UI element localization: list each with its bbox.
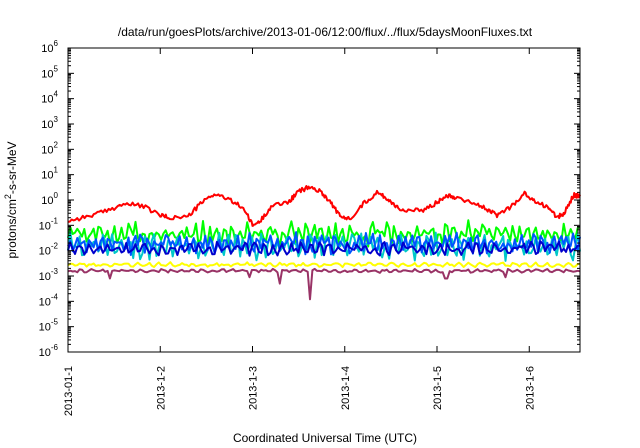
y-tick-label: 10-2 bbox=[39, 242, 59, 258]
y-tick-label: 104 bbox=[41, 90, 58, 106]
x-tick-label: 2013-1-6 bbox=[524, 366, 536, 410]
x-tick-label: 2013-01-1 bbox=[63, 366, 75, 416]
x-tick-label: 2013-1-2 bbox=[155, 366, 167, 410]
x-axis-label: Coordinated Universal Time (UTC) bbox=[233, 431, 417, 445]
series-line-5 bbox=[67, 240, 581, 257]
y-axis: 10-6 10-5 10-4 10-3 10-2 10-1 100 101 102 103 104 1… bbox=[39, 39, 580, 359]
x-axis: 2013-01-1 2013-1-2 2013-1-3 2013-1-4 2013-1-… bbox=[63, 48, 536, 416]
y-tick-label: 10-5 bbox=[39, 318, 59, 334]
x-tick-label: 2013-1-4 bbox=[340, 366, 352, 410]
chart-title: /data/run/goesPlots/archive/2013-01-06/1… bbox=[118, 25, 533, 39]
y-tick-label: 10-6 bbox=[39, 343, 59, 359]
x-tick-label: 2013-1-3 bbox=[248, 366, 260, 410]
series-line-7 bbox=[67, 267, 581, 301]
plot-frame bbox=[67, 47, 581, 353]
y-tick-label: 101 bbox=[41, 166, 58, 182]
y-tick-label: 105 bbox=[41, 64, 58, 80]
y-tick-label: 100 bbox=[41, 191, 58, 207]
y-tick-label: 106 bbox=[41, 39, 58, 55]
series-line-6 bbox=[67, 261, 581, 269]
y-tick-label: 10-3 bbox=[39, 267, 59, 283]
series-line-3 bbox=[67, 231, 581, 262]
y-axis-label: protons/cm2-s-sr-MeV bbox=[3, 141, 19, 258]
y-axis-label-post: -s-sr-MeV bbox=[5, 141, 19, 194]
x-tick-label: 2013-1-5 bbox=[432, 366, 444, 410]
y-axis-label-pre: protons/cm bbox=[5, 199, 19, 258]
y-axis-label-sup: 2 bbox=[3, 194, 13, 199]
y-tick-label: 102 bbox=[41, 140, 58, 156]
series-line-1 bbox=[67, 185, 581, 227]
y-tick-label: 10-4 bbox=[39, 292, 59, 308]
series-layer bbox=[67, 185, 581, 301]
y-tick-label: 103 bbox=[41, 115, 58, 131]
y-tick-label: 10-1 bbox=[39, 216, 59, 232]
